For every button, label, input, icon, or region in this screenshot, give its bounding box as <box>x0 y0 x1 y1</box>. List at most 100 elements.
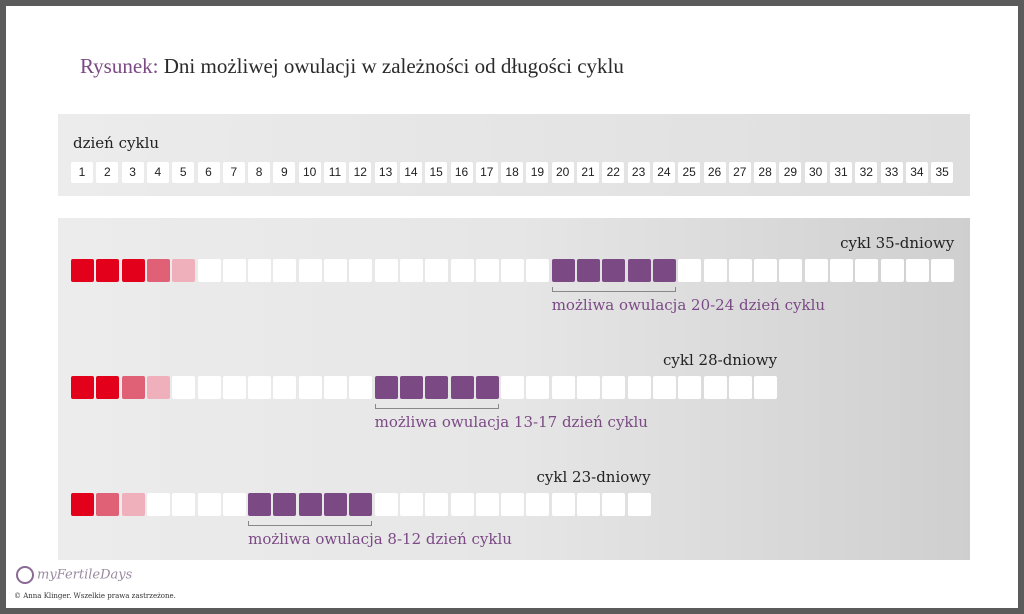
cycle-day-square <box>678 259 702 282</box>
cycle-day-square <box>248 493 272 516</box>
cycle-day-square <box>754 376 778 399</box>
ovulation-bracket <box>374 404 499 409</box>
cycle-day-square <box>450 493 474 516</box>
day-cell: 22 <box>602 162 625 183</box>
copyright: © Anna Klinger. Wszelkie prawa zastrzeżo… <box>14 592 176 600</box>
cycle-day-square <box>96 376 120 399</box>
cycle-day-square <box>399 259 423 282</box>
cycle-day-square <box>146 376 170 399</box>
cycle-day-square <box>577 376 600 399</box>
cycle-day-square <box>830 259 853 282</box>
day-cell: 13 <box>374 162 397 183</box>
cycle-day-square <box>551 376 575 399</box>
cycle-day-square <box>374 376 398 399</box>
day-cell: 12 <box>349 162 372 183</box>
cycle-day-square <box>425 259 449 282</box>
cycle-day-square <box>602 259 626 282</box>
cycle-day-square <box>779 259 803 282</box>
cycle-day-square <box>71 493 94 516</box>
cycle-day-square <box>222 376 246 399</box>
cycle-day-square <box>754 259 778 282</box>
day-cell: 25 <box>678 162 701 183</box>
day-cell: 1 <box>71 162 93 183</box>
cycle-length-label: cykl 23-dniowy <box>536 468 651 486</box>
cycle-days-panel: dzień cyklu 1 2 3 4 5 6 7 8 9 10 11 12 13 14 15 16 17 18 1… <box>58 114 970 196</box>
cycle-day-square <box>248 259 272 282</box>
day-cell: 16 <box>450 162 473 183</box>
cycle-day-square <box>450 259 474 282</box>
cycle-day-square <box>577 493 600 516</box>
day-cell: 8 <box>248 162 271 183</box>
day-cell: 34 <box>905 162 928 183</box>
day-cell: 5 <box>172 162 195 183</box>
cycle-day-square <box>146 259 170 282</box>
cycle-day-square <box>703 376 727 399</box>
cycle-day-square <box>551 493 575 516</box>
cycle-day-square <box>728 259 752 282</box>
day-cell: 27 <box>728 162 751 183</box>
cycle-day-square <box>222 493 246 516</box>
cycles-panel: cykl 35-dniowy możliwa owulacja 20-24 dzi… <box>58 218 970 560</box>
cycle-day-square <box>501 259 525 282</box>
cycle-day-square <box>324 376 347 399</box>
cycle-day-square <box>526 493 550 516</box>
cycle-day-square <box>197 259 221 282</box>
logo-text: myFertileDays <box>37 567 133 583</box>
cycle-day-square <box>197 493 221 516</box>
day-cell: 31 <box>830 162 852 183</box>
cycle-day-square <box>273 493 297 516</box>
cycle-day-square <box>652 259 676 282</box>
days-label: dzień cyklu <box>73 134 160 152</box>
cycle-day-square <box>399 376 423 399</box>
cycle-day-square <box>121 376 145 399</box>
cycle-day-square <box>121 259 145 282</box>
day-cell: 7 <box>222 162 245 183</box>
cycle-day-square <box>703 259 727 282</box>
day-cell: 15 <box>425 162 448 183</box>
cycle-day-square <box>475 493 499 516</box>
day-cell: 19 <box>526 162 549 183</box>
day-cell: 4 <box>146 162 169 183</box>
cycle-day-square <box>602 376 626 399</box>
cycle-day-square <box>931 259 955 282</box>
title-text: Dni możliwej owulacji w zależności od dł… <box>158 54 624 78</box>
cycle-day-square <box>450 376 474 399</box>
cycle-day-square <box>298 376 322 399</box>
cycle-day-square <box>298 259 322 282</box>
ovulation-label: możliwa owulacja 13-17 dzień cyklu <box>374 413 648 431</box>
cycle-day-square <box>71 376 94 399</box>
cycle-day-square <box>501 493 525 516</box>
cycle-day-square <box>399 493 423 516</box>
cycle-day-square <box>425 376 449 399</box>
day-cell: 10 <box>298 162 321 183</box>
cycle-day-square <box>728 376 752 399</box>
day-cell: 6 <box>197 162 220 183</box>
cycle-day-square <box>172 259 196 282</box>
cycle-day-square <box>298 493 322 516</box>
cycle-day-square <box>96 259 120 282</box>
cycle-day-square <box>273 259 297 282</box>
cycle-day-square <box>222 259 246 282</box>
day-cell: 17 <box>475 162 498 183</box>
cycle-day-square <box>627 376 651 399</box>
cycle-day-square <box>248 376 272 399</box>
ovulation-bracket <box>248 521 373 526</box>
day-cell: 18 <box>501 162 524 183</box>
cycle-day-square <box>678 376 702 399</box>
cycle-day-square <box>273 376 297 399</box>
cycle-day-square <box>349 376 373 399</box>
cycle-day-square <box>652 376 676 399</box>
day-cell: 11 <box>324 162 346 183</box>
day-cell: 29 <box>779 162 802 183</box>
day-cell: 20 <box>551 162 574 183</box>
cycle-day-square <box>526 376 550 399</box>
cycle-day-square <box>475 259 499 282</box>
cycle-day-square <box>172 493 196 516</box>
day-cell: 26 <box>703 162 726 183</box>
ovulation-label: możliwa owulacja 20-24 dzień cyklu <box>551 296 826 314</box>
cycle-day-square <box>121 493 145 516</box>
cycle-day-square <box>172 376 196 399</box>
ovulation-bracket <box>551 287 676 292</box>
cycle-day-square <box>349 493 373 516</box>
cycle-day-square <box>197 376 221 399</box>
